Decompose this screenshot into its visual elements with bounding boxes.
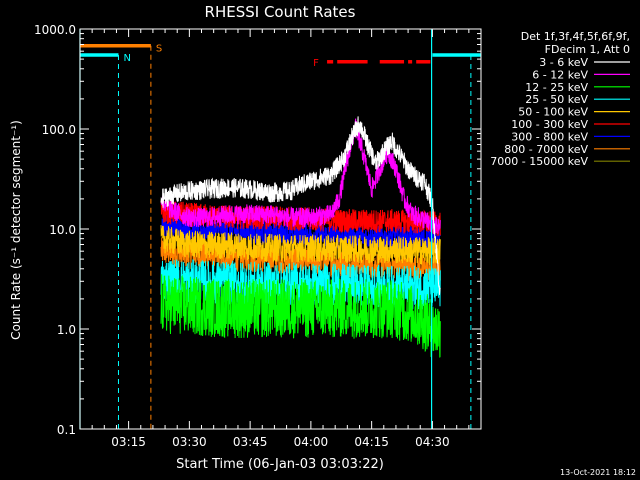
series-line-50-100kev [160,225,441,265]
x-tick-label: 03:15 [111,435,146,449]
flag-label: F [313,58,319,69]
series-line-6-12kev [160,118,441,235]
x-tick-label: 04:00 [294,435,329,449]
y-axis-label: Count Rate (s⁻¹ detector segment⁻¹) [9,120,23,340]
legend-label: 25 - 50 keV [525,93,588,106]
flag-label: S [156,44,162,55]
legend-label: 800 - 7000 keV [504,143,588,156]
legend-label: 3 - 6 keV [539,56,588,69]
legend-label: 7000 - 15000 keV [490,155,588,168]
legend-header-decimation: FDecim 1, Att 0 [545,43,630,56]
legend-label: 300 - 800 keV [511,130,588,143]
axis-layer: 03:15 03:30 03:45 04:00 04:15 04:30 0.1 1.0 10.0… [34,23,481,449]
y-tick-label: 100.0 [42,123,76,137]
series-layer [160,116,441,358]
legend-label: 50 - 100 keV [518,106,588,119]
legend-label: 100 - 300 keV [511,118,588,131]
legend-header-detectors: Det 1f,3f,4f,5f,6f,9f, [521,30,630,43]
legend-label: 12 - 25 keV [525,81,588,94]
legend-label: 6 - 12 keV [532,68,588,81]
series-line-3-6kev [160,116,441,295]
legend: Det 1f,3f,4f,5f,6f,9f, FDecim 1, Att 0 3… [490,30,630,168]
y-tick-label: 0.1 [57,423,76,437]
y-tick-label: 10.0 [49,223,76,237]
x-axis-label: Start Time (06-Jan-03 03:03:22) [176,457,384,472]
chart-title: RHESSI Count Rates [205,3,356,21]
x-tick-label: 04:15 [354,435,389,449]
y-tick-label: 1000.0 [34,23,76,37]
footer-timestamp: 13-Oct-2021 18:12 [560,468,636,477]
y-tick-label: 1.0 [57,323,76,337]
x-tick-label: 03:45 [233,435,268,449]
x-tick-label: 03:30 [172,435,207,449]
x-tick-label: 04:30 [415,435,450,449]
flag-label: N [123,53,130,64]
series-line-12-25kev [160,274,441,358]
